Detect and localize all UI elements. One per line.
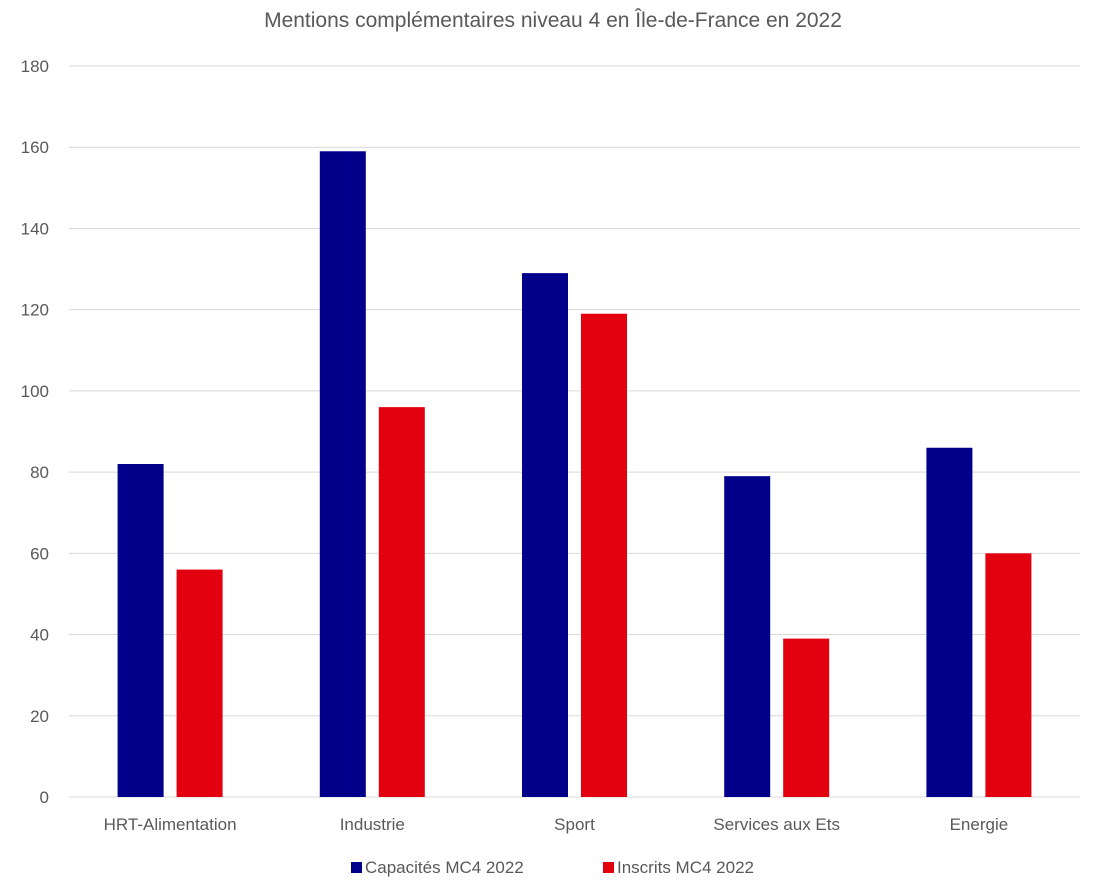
x-axis-categories: HRT-Alimentation Industrie Sport Services a… — [104, 815, 1009, 834]
y-tick-label: 40 — [30, 626, 49, 645]
chart-title: Mentions complémentaires niveau 4 en Île… — [264, 9, 842, 32]
bar-capacites — [724, 476, 771, 797]
y-tick-label: 0 — [40, 788, 49, 807]
bar-capacites — [522, 273, 568, 797]
bar-inscrits — [378, 407, 425, 797]
bar-inscrits — [176, 569, 223, 797]
y-axis-ticks: 0 20 40 60 80 100 120 140 160 180 — [21, 57, 49, 807]
x-category-label: HRT-Alimentation — [104, 815, 237, 834]
y-tick-label: 60 — [30, 544, 49, 563]
legend: Capacités MC4 2022 Inscrits MC4 2022 — [351, 858, 754, 877]
bar-capacites — [926, 447, 973, 797]
bar-inscrits — [985, 553, 1032, 797]
x-category-label: Sport — [554, 815, 595, 834]
y-tick-label: 160 — [21, 138, 49, 157]
legend-swatch — [603, 862, 614, 873]
y-tick-label: 80 — [30, 463, 49, 482]
bar-inscrits — [581, 313, 627, 797]
y-tick-label: 180 — [21, 57, 49, 76]
bars — [117, 151, 1032, 798]
x-category-label: Services aux Ets — [713, 815, 840, 834]
legend-label: Capacités MC4 2022 — [365, 858, 524, 877]
x-category-label: Industrie — [340, 815, 405, 834]
y-tick-label: 140 — [21, 219, 49, 238]
x-category-label: Energie — [950, 815, 1009, 834]
y-tick-label: 20 — [30, 707, 49, 726]
bar-capacites — [117, 463, 164, 797]
y-tick-label: 120 — [21, 301, 49, 320]
y-tick-label: 100 — [21, 382, 49, 401]
gridlines — [69, 65, 1080, 798]
bar-capacites — [319, 151, 366, 798]
legend-swatch — [351, 862, 362, 873]
legend-label: Inscrits MC4 2022 — [617, 858, 754, 877]
bar-inscrits — [783, 638, 830, 797]
